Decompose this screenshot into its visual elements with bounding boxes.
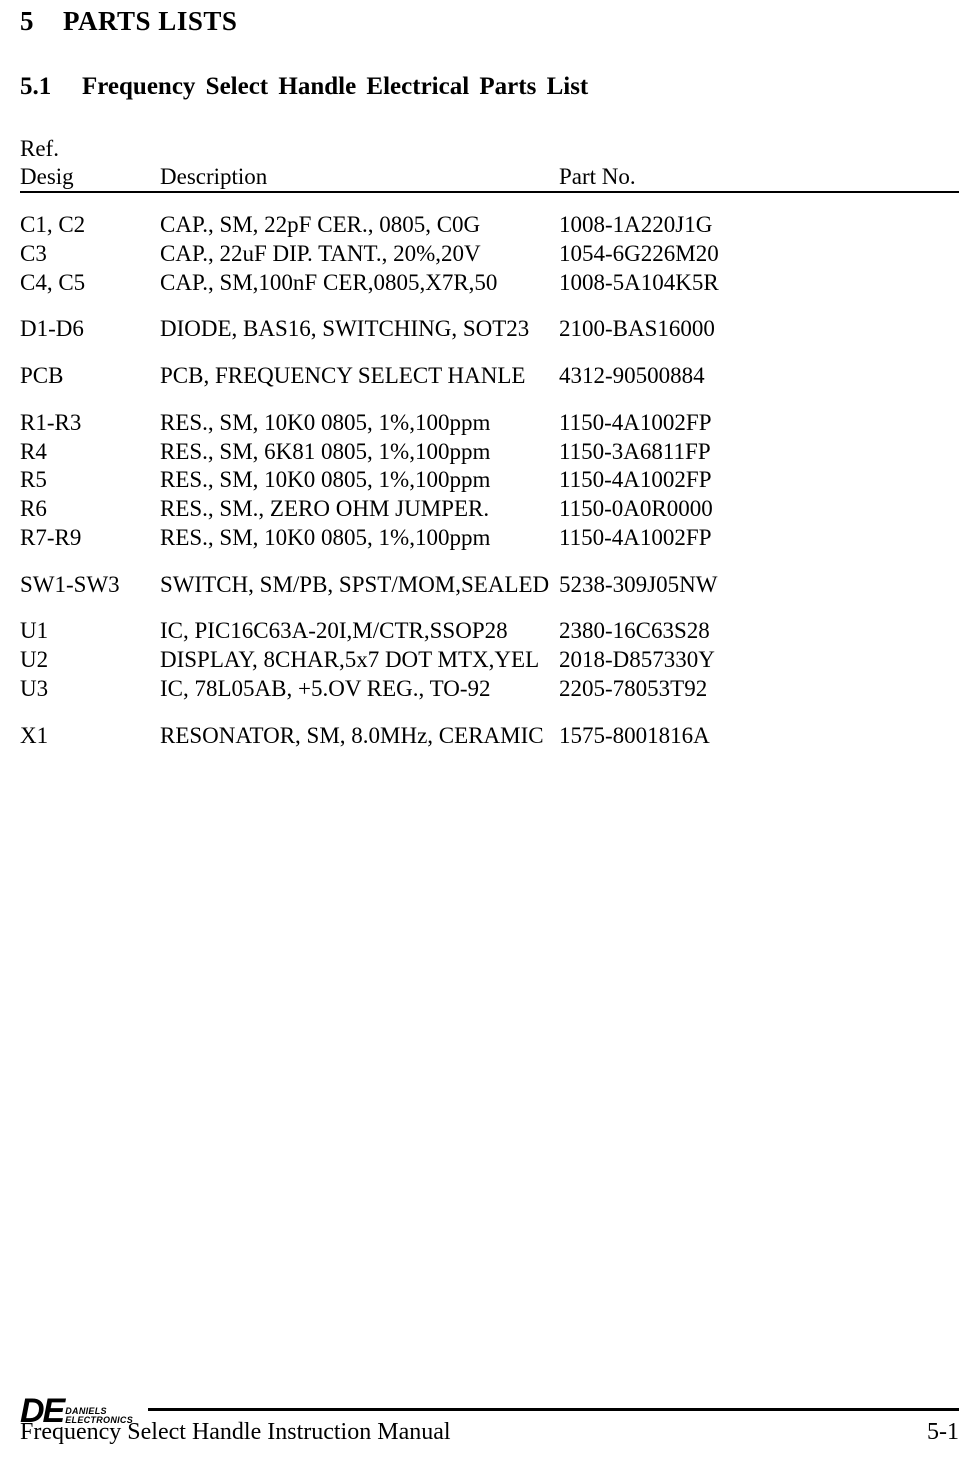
parts-group: D1-D6DIODE, BAS16, SWITCHING, SOT232100-…	[20, 315, 959, 344]
cell-partno: 2018-D857330Y	[559, 646, 959, 675]
section-title: PARTS LISTS	[63, 6, 237, 36]
table-row: R7-R9RES., SM, 10K0 0805, 1%,100ppm1150-…	[20, 524, 959, 553]
cell-description: IC, 78L05AB, +5.OV REG., TO-92	[160, 675, 559, 704]
cell-description: RESONATOR, SM, 8.0MHz, CERAMIC	[160, 722, 559, 751]
cell-desig: C3	[20, 240, 160, 269]
cell-partno: 1150-4A1002FP	[559, 466, 959, 495]
cell-partno: 5238-309J05NW	[559, 571, 959, 600]
cell-desig: X1	[20, 722, 160, 751]
cell-partno: 1150-3A6811FP	[559, 438, 959, 467]
footer-rule	[148, 1408, 959, 1411]
table-row: R4RES., SM, 6K81 0805, 1%,100ppm1150-3A6…	[20, 438, 959, 467]
header-desig-line2: Desig	[20, 164, 74, 189]
parts-group: R1-R3RES., SM, 10K0 0805, 1%,100ppm1150-…	[20, 409, 959, 553]
parts-group: C1, C2CAP., SM, 22pF CER., 0805, C0G1008…	[20, 211, 959, 297]
cell-partno: 1150-0A0R0000	[559, 495, 959, 524]
cell-partno: 1054-6G226M20	[559, 240, 959, 269]
brand-logo: DE DANIELS ELECTRONICS	[20, 1394, 133, 1428]
cell-desig: D1-D6	[20, 315, 160, 344]
cell-partno: 1150-4A1002FP	[559, 409, 959, 438]
cell-description: IC, PIC16C63A-20I,M/CTR,SSOP28	[160, 617, 559, 646]
cell-desig: R1-R3	[20, 409, 160, 438]
cell-partno: 2205-78053T92	[559, 675, 959, 704]
footer-line: Frequency Select Handle Instruction Manu…	[20, 1419, 959, 1446]
table-row: R6RES., SM., ZERO OHM JUMPER.1150-0A0R00…	[20, 495, 959, 524]
table-row: R5RES., SM, 10K0 0805, 1%,100ppm1150-4A1…	[20, 466, 959, 495]
cell-description: RES., SM, 10K0 0805, 1%,100ppm	[160, 409, 559, 438]
page: 5 PARTS LISTS 5.1 Frequency Select Handl…	[0, 6, 979, 1460]
cell-desig: C4, C5	[20, 269, 160, 298]
cell-description: PCB, FREQUENCY SELECT HANLE	[160, 362, 559, 391]
cell-partno: 4312-90500884	[559, 362, 959, 391]
cell-desig: C1, C2	[20, 211, 160, 240]
cell-description: DIODE, BAS16, SWITCHING, SOT23	[160, 315, 559, 344]
cell-description: RES., SM, 10K0 0805, 1%,100ppm	[160, 524, 559, 553]
cell-desig: SW1-SW3	[20, 571, 160, 600]
table-row: C3CAP., 22uF DIP. TANT., 20%,20V1054-6G2…	[20, 240, 959, 269]
cell-desig: R5	[20, 466, 160, 495]
brand-line2: ELECTRONICS	[65, 1416, 133, 1425]
table-row: C1, C2CAP., SM, 22pF CER., 0805, C0G1008…	[20, 211, 959, 240]
header-desig: Ref. Desig	[20, 135, 160, 190]
cell-partno: 1008-5A104K5R	[559, 269, 959, 298]
brand-de: DE	[20, 1394, 63, 1428]
table-row: D1-D6DIODE, BAS16, SWITCHING, SOT232100-…	[20, 315, 959, 344]
section-number: 5	[20, 6, 34, 36]
table-row: SW1-SW3SWITCH, SM/PB, SPST/MOM,SEALED523…	[20, 571, 959, 600]
parts-group: SW1-SW3SWITCH, SM/PB, SPST/MOM,SEALED523…	[20, 571, 959, 600]
cell-description: CAP., 22uF DIP. TANT., 20%,20V	[160, 240, 559, 269]
parts-table-body: C1, C2CAP., SM, 22pF CER., 0805, C0G1008…	[20, 211, 959, 750]
cell-description: RES., SM, 10K0 0805, 1%,100ppm	[160, 466, 559, 495]
cell-partno: 1575-8001816A	[559, 722, 959, 751]
cell-partno: 1150-4A1002FP	[559, 524, 959, 553]
header-partno: Part No.	[559, 135, 959, 190]
table-row: U1IC, PIC16C63A-20I,M/CTR,SSOP282380-16C…	[20, 617, 959, 646]
cell-description: RES., SM., ZERO OHM JUMPER.	[160, 495, 559, 524]
cell-desig: U1	[20, 617, 160, 646]
table-row: PCBPCB, FREQUENCY SELECT HANLE4312-90500…	[20, 362, 959, 391]
table-row: C4, C5CAP., SM,100nF CER,0805,X7R,501008…	[20, 269, 959, 298]
cell-desig: R6	[20, 495, 160, 524]
cell-description: SWITCH, SM/PB, SPST/MOM,SEALED	[160, 571, 559, 600]
cell-partno: 2100-BAS16000	[559, 315, 959, 344]
section-heading: 5 PARTS LISTS	[20, 6, 959, 37]
cell-partno: 2380-16C63S28	[559, 617, 959, 646]
cell-desig: PCB	[20, 362, 160, 391]
header-description: Description	[160, 135, 559, 190]
parts-table-header: Ref. Desig Description Part No.	[20, 135, 959, 193]
cell-partno: 1008-1A220J1G	[559, 211, 959, 240]
cell-desig: U3	[20, 675, 160, 704]
subsection-title: Frequency Select Handle Electrical Parts…	[82, 73, 588, 100]
cell-description: CAP., SM, 22pF CER., 0805, C0G	[160, 211, 559, 240]
cell-desig: U2	[20, 646, 160, 675]
parts-group: U1IC, PIC16C63A-20I,M/CTR,SSOP282380-16C…	[20, 617, 959, 703]
cell-description: DISPLAY, 8CHAR,5x7 DOT MTX,YEL	[160, 646, 559, 675]
footer-page-number: 5-1	[927, 1419, 959, 1446]
table-row: U2DISPLAY, 8CHAR,5x7 DOT MTX,YEL2018-D85…	[20, 646, 959, 675]
cell-desig: R4	[20, 438, 160, 467]
header-desig-line1: Ref.	[20, 135, 160, 163]
subsection-heading: 5.1 Frequency Select Handle Electrical P…	[20, 73, 959, 101]
table-row: U3IC, 78L05AB, +5.OV REG., TO-922205-780…	[20, 675, 959, 704]
table-row: R1-R3RES., SM, 10K0 0805, 1%,100ppm1150-…	[20, 409, 959, 438]
subsection-number: 5.1	[20, 73, 51, 100]
parts-group: PCBPCB, FREQUENCY SELECT HANLE4312-90500…	[20, 362, 959, 391]
cell-description: CAP., SM,100nF CER,0805,X7R,50	[160, 269, 559, 298]
table-row: X1RESONATOR, SM, 8.0MHz, CERAMIC1575-800…	[20, 722, 959, 751]
page-footer: DE DANIELS ELECTRONICS Frequency Select …	[20, 1408, 959, 1446]
cell-description: RES., SM, 6K81 0805, 1%,100ppm	[160, 438, 559, 467]
parts-group: X1RESONATOR, SM, 8.0MHz, CERAMIC1575-800…	[20, 722, 959, 751]
brand-stack: DANIELS ELECTRONICS	[65, 1407, 133, 1425]
cell-desig: R7-R9	[20, 524, 160, 553]
